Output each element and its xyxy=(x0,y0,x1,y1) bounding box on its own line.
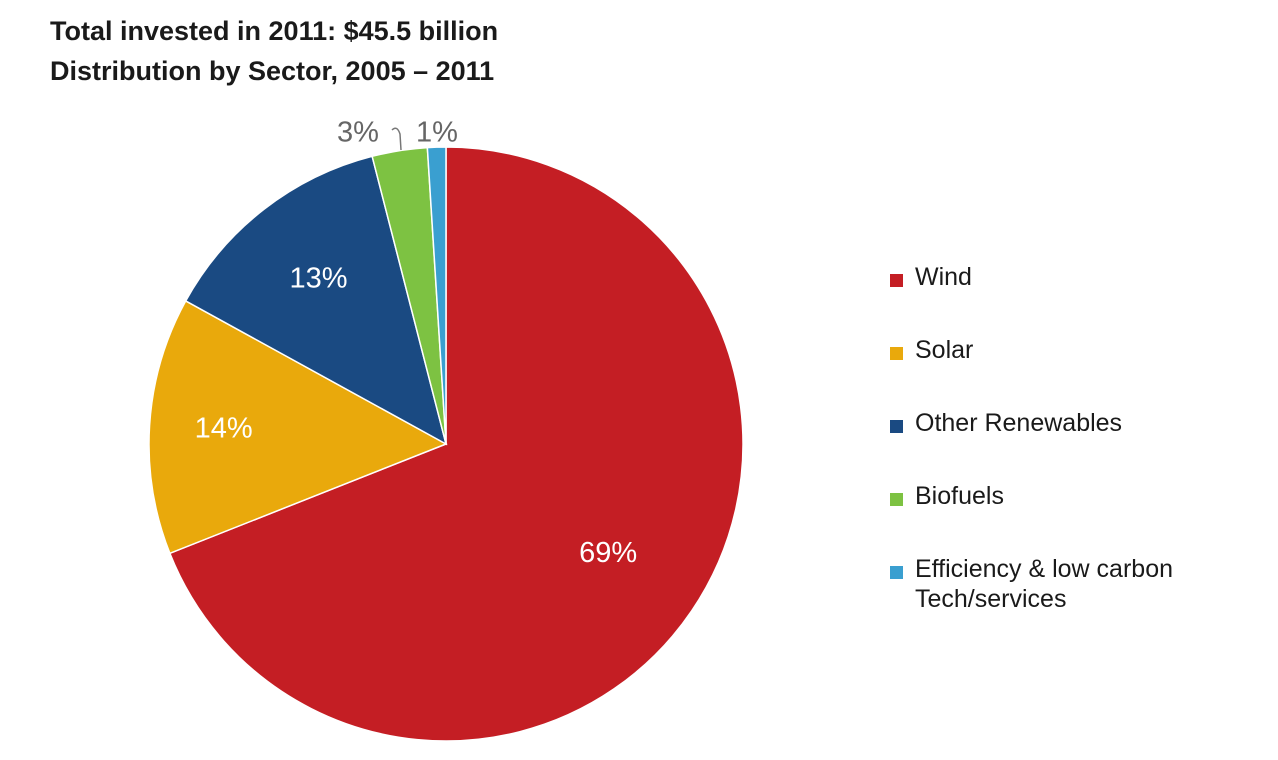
pie-slice-other-renewables xyxy=(184,155,448,446)
chart-title: Total invested in 2011: $45.5 billion xyxy=(50,16,499,46)
chart-subtitle: Distribution by Sector, 2005 – 2011 xyxy=(50,56,495,86)
legend-swatch xyxy=(890,420,903,433)
legend-swatch xyxy=(890,347,903,360)
legend-swatch xyxy=(890,274,903,287)
label-leader-line xyxy=(391,127,402,151)
legend-swatch xyxy=(890,566,903,579)
legend-label: Wind xyxy=(915,263,972,291)
pie-label-wind: 69% xyxy=(579,537,637,569)
pie-slice-efficiency-low-carbon xyxy=(426,146,447,445)
legend-swatch xyxy=(890,493,903,506)
legend-label: Other Renewables xyxy=(915,409,1123,437)
legend-label: Biofuels xyxy=(915,482,1004,510)
pie-label-solar: 14% xyxy=(195,413,253,445)
pie-label-other-renewables: 13% xyxy=(290,262,348,294)
pie-slice-solar xyxy=(148,299,448,555)
legend-label: Efficiency & low carbon Tech/services xyxy=(915,555,1173,613)
pie-slice-wind xyxy=(168,146,744,742)
pie-label-efficiency-low-carbon: 1% xyxy=(416,117,458,149)
legend-label: Solar xyxy=(915,336,974,364)
pie-label-biofuels: 3% xyxy=(337,117,379,149)
